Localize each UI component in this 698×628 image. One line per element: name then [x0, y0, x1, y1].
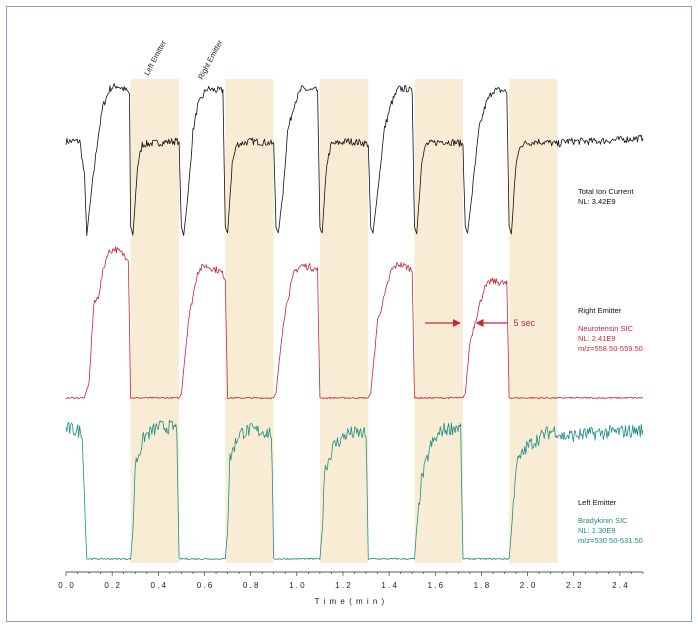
- x-tick-label: 2 . 0: [520, 581, 536, 590]
- emitter-band-2: [225, 79, 274, 563]
- x-tick-label: 2 . 2: [566, 581, 582, 590]
- neurotensin-nl: NL: 2.41E9: [578, 334, 616, 343]
- trace-series-2: [65, 246, 644, 400]
- x-tick-label: 2 . 4: [612, 581, 628, 590]
- chart-frame: 5 sec 0 . 0 0 . 2 0 . 4 0 . 6 0 . 8 1 . 0 1 . …: [6, 6, 692, 622]
- annotation-right-arrow-head: [475, 319, 484, 327]
- emitter-band-3: [319, 79, 369, 563]
- x-tick-label: 1 . 4: [381, 581, 397, 590]
- annotation-left-arrow-head: [452, 319, 461, 327]
- neurotensin-mz: m/z=558.50-559.50: [578, 344, 643, 353]
- tic-nl: NL: 3.42E9: [578, 197, 616, 206]
- annotation-5-sec-label: 5 sec: [514, 318, 536, 328]
- x-tick-label: 0 . 2: [104, 581, 120, 590]
- x-axis-title: T i m e ( m i n ): [315, 597, 386, 606]
- x-tick-label: 1 . 0: [289, 581, 305, 590]
- neurotensin-label: Neurotensin SIC: [578, 324, 634, 333]
- right-emitter-title: Right Emitter: [578, 306, 622, 315]
- trace-series-1: [65, 83, 644, 237]
- left-emitter-title: Left Emitter: [578, 498, 617, 507]
- x-tick-label: 0 . 0: [58, 581, 74, 590]
- bradykinin-mz: m/z=530.50-531.50: [578, 536, 643, 545]
- x-tick-label: 0 . 8: [243, 581, 259, 590]
- x-tick-label: 0 . 6: [197, 581, 213, 590]
- x-tick-label: 1 . 6: [427, 581, 443, 590]
- x-tick-label: 1 . 2: [335, 581, 351, 590]
- bradykinin-label: Bradykinin SIC: [578, 516, 628, 525]
- tic-title: Total Ion Current: [578, 187, 634, 196]
- emitter-band-1: [130, 79, 180, 563]
- x-tick-label: 1 . 8: [474, 581, 490, 590]
- ion-chromatogram-chart: 5 sec 0 . 0 0 . 2 0 . 4 0 . 6 0 . 8 1 . 0 1 . …: [58, 79, 644, 606]
- bradykinin-nl: NL: 1.30E9: [578, 526, 616, 535]
- trace-series-3: [65, 419, 644, 560]
- x-tick-label: 0 . 4: [151, 581, 167, 590]
